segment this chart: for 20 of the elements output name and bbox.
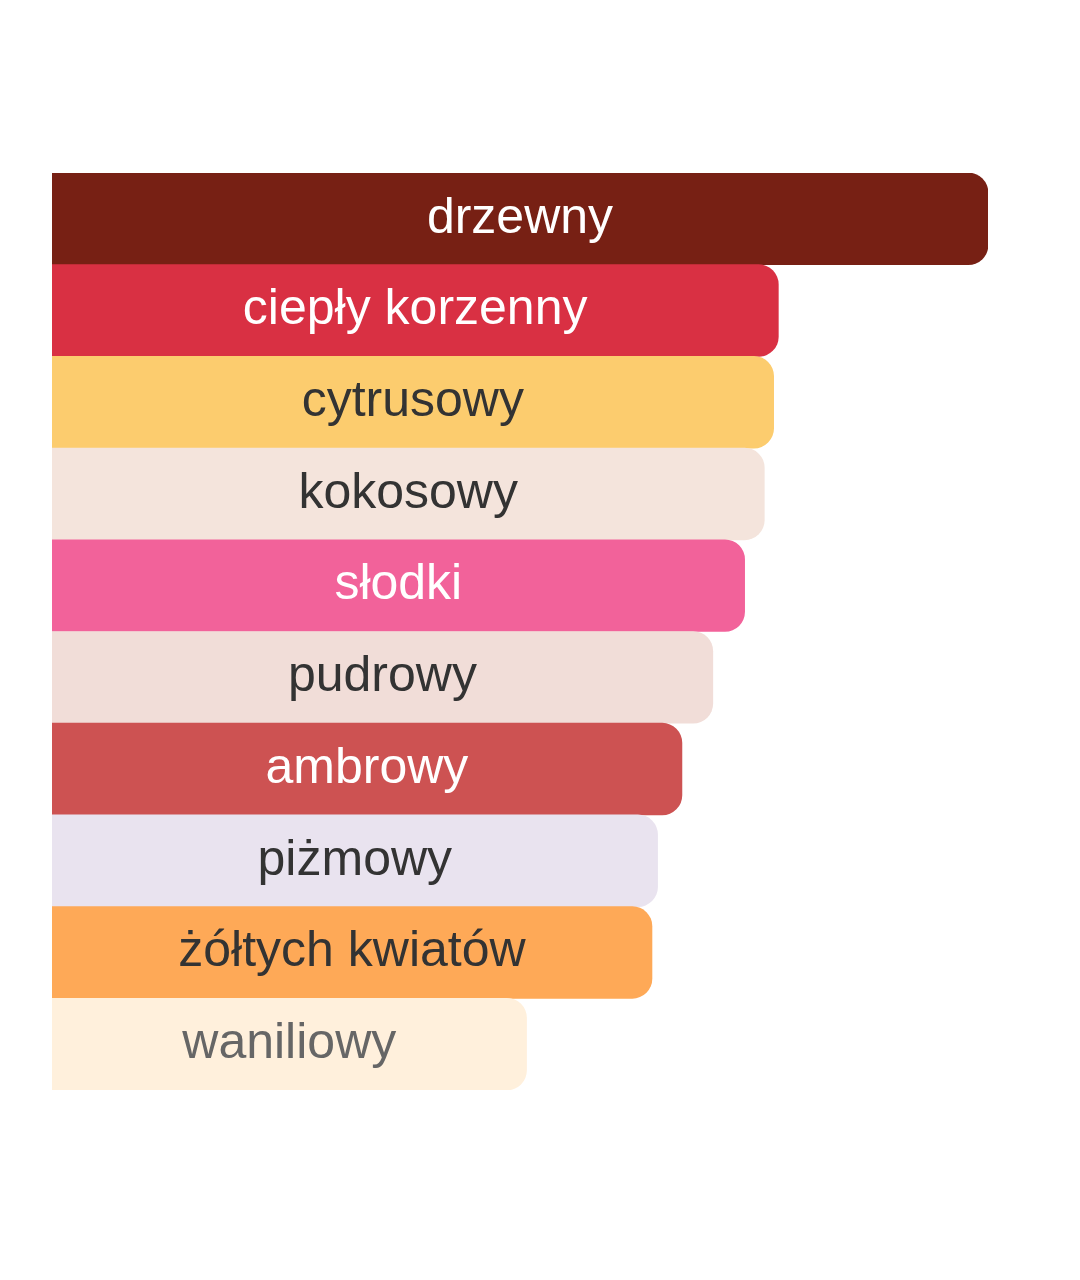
bar <box>52 906 653 999</box>
y-tick-label: pudrowy <box>287 646 477 703</box>
bar <box>52 447 765 541</box>
bar <box>52 997 527 1090</box>
bar <box>52 814 658 907</box>
bar <box>52 173 988 266</box>
bar <box>52 356 774 449</box>
y-tick-label: cytrusowy <box>301 371 524 428</box>
bar <box>52 631 714 724</box>
bar <box>52 539 745 632</box>
y-tick-label: żółtych kwiatów <box>178 921 527 978</box>
y-tick-label: drzewny <box>426 187 614 244</box>
y-tick-label: ciepły korzenny <box>242 279 588 336</box>
y-tick-label: waniliowy <box>181 1012 397 1069</box>
y-tick-label: piżmowy <box>257 829 453 886</box>
bar <box>52 264 779 357</box>
y-tick-label: słodki <box>334 554 463 611</box>
y-tick-label: kokosowy <box>298 462 518 519</box>
y-tick-label: ambrowy <box>265 737 469 794</box>
bar <box>52 722 683 816</box>
